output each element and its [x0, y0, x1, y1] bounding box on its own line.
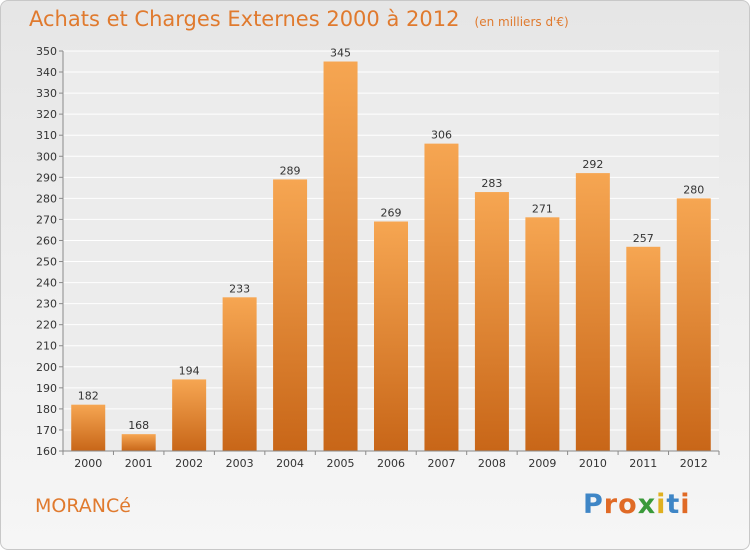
y-tick-label: 190 [36, 382, 57, 395]
bar-2000 [71, 404, 106, 451]
x-tick-label-2011: 2011 [629, 457, 657, 470]
bar-2007 [424, 143, 459, 451]
y-tick-label: 160 [36, 445, 57, 458]
x-tick-label-2002: 2002 [175, 457, 203, 470]
x-tick-label-2007: 2007 [427, 457, 455, 470]
y-tick-label: 220 [36, 319, 57, 332]
y-tick-label: 300 [36, 150, 57, 163]
data-label-2006: 269 [381, 207, 402, 220]
logo-letter: r [603, 489, 619, 520]
y-tick-label: 230 [36, 298, 57, 311]
y-tick-label: 200 [36, 361, 57, 374]
data-label-2010: 292 [582, 158, 603, 171]
logo-letter: x [637, 489, 657, 520]
data-label-2003: 233 [229, 282, 250, 295]
data-label-2007: 306 [431, 129, 452, 142]
bar-2003 [222, 297, 257, 451]
unit-note: (en milliers d'€) [474, 15, 569, 29]
x-tick-label-2012: 2012 [680, 457, 708, 470]
logo-letter: i [656, 489, 667, 520]
y-tick-label: 170 [36, 424, 57, 437]
bar-2004 [273, 179, 308, 451]
data-label-2009: 271 [532, 202, 553, 215]
data-label-2000: 182 [78, 390, 99, 403]
logo-letter: o [618, 489, 638, 520]
chart-title: Achats et Charges Externes 2000 à 2012 [29, 7, 460, 31]
proxiti-logo: Proxiti [583, 489, 691, 520]
x-tick-label-2001: 2001 [125, 457, 153, 470]
bar-2010 [575, 173, 610, 451]
bar-2002 [172, 379, 207, 451]
y-tick-label: 210 [36, 340, 57, 353]
labels: 160 170 180 190 200 210 220 230 240 250 260 270 280 2… [36, 45, 708, 470]
bar-2012 [676, 198, 711, 451]
x-tick-label-2004: 2004 [276, 457, 304, 470]
commune-name: MORANCé [35, 495, 131, 517]
data-label-2002: 194 [179, 364, 200, 377]
y-tick-label: 340 [36, 66, 57, 79]
x-tick-label-2009: 2009 [528, 457, 556, 470]
y-tick-label: 250 [36, 256, 57, 269]
bar-2008 [474, 192, 509, 452]
data-label-2012: 280 [683, 183, 704, 196]
y-tick-label: 260 [36, 234, 57, 247]
logo-letter: t [666, 489, 681, 520]
logo-letter: P [583, 489, 604, 520]
bar-2006 [374, 221, 408, 451]
data-label-2011: 257 [633, 232, 654, 245]
x-tick-label-2003: 2003 [226, 457, 254, 470]
y-tick-label: 350 [36, 45, 57, 58]
y-tick-label: 280 [36, 192, 57, 205]
x-tick-label-2006: 2006 [377, 457, 405, 470]
bar-2009 [525, 217, 560, 451]
data-label-2001: 168 [128, 419, 149, 432]
data-label-2005: 345 [330, 47, 351, 60]
logo-letter: i [680, 489, 691, 520]
y-tick-label: 310 [36, 129, 57, 142]
y-tick-label: 270 [36, 213, 57, 226]
y-tick-label: 240 [36, 277, 57, 290]
chart-title-block: Achats et Charges Externes 2000 à 2012 (… [29, 7, 569, 31]
data-label-2008: 283 [481, 177, 502, 190]
x-tick-label-2005: 2005 [327, 457, 355, 470]
bar-2011 [626, 246, 661, 451]
y-tick-label: 330 [36, 87, 57, 100]
bar-2001 [121, 434, 156, 451]
x-tick-label-2008: 2008 [478, 457, 506, 470]
x-tick-label-2010: 2010 [579, 457, 607, 470]
y-tick-label: 180 [36, 403, 57, 416]
bars [71, 61, 711, 452]
x-tick-label-2000: 2000 [74, 457, 102, 470]
y-tick-label: 290 [36, 171, 57, 184]
bar-2005 [323, 61, 358, 452]
y-tick-label: 320 [36, 108, 57, 121]
data-label-2004: 289 [280, 164, 301, 177]
axes [59, 50, 720, 455]
